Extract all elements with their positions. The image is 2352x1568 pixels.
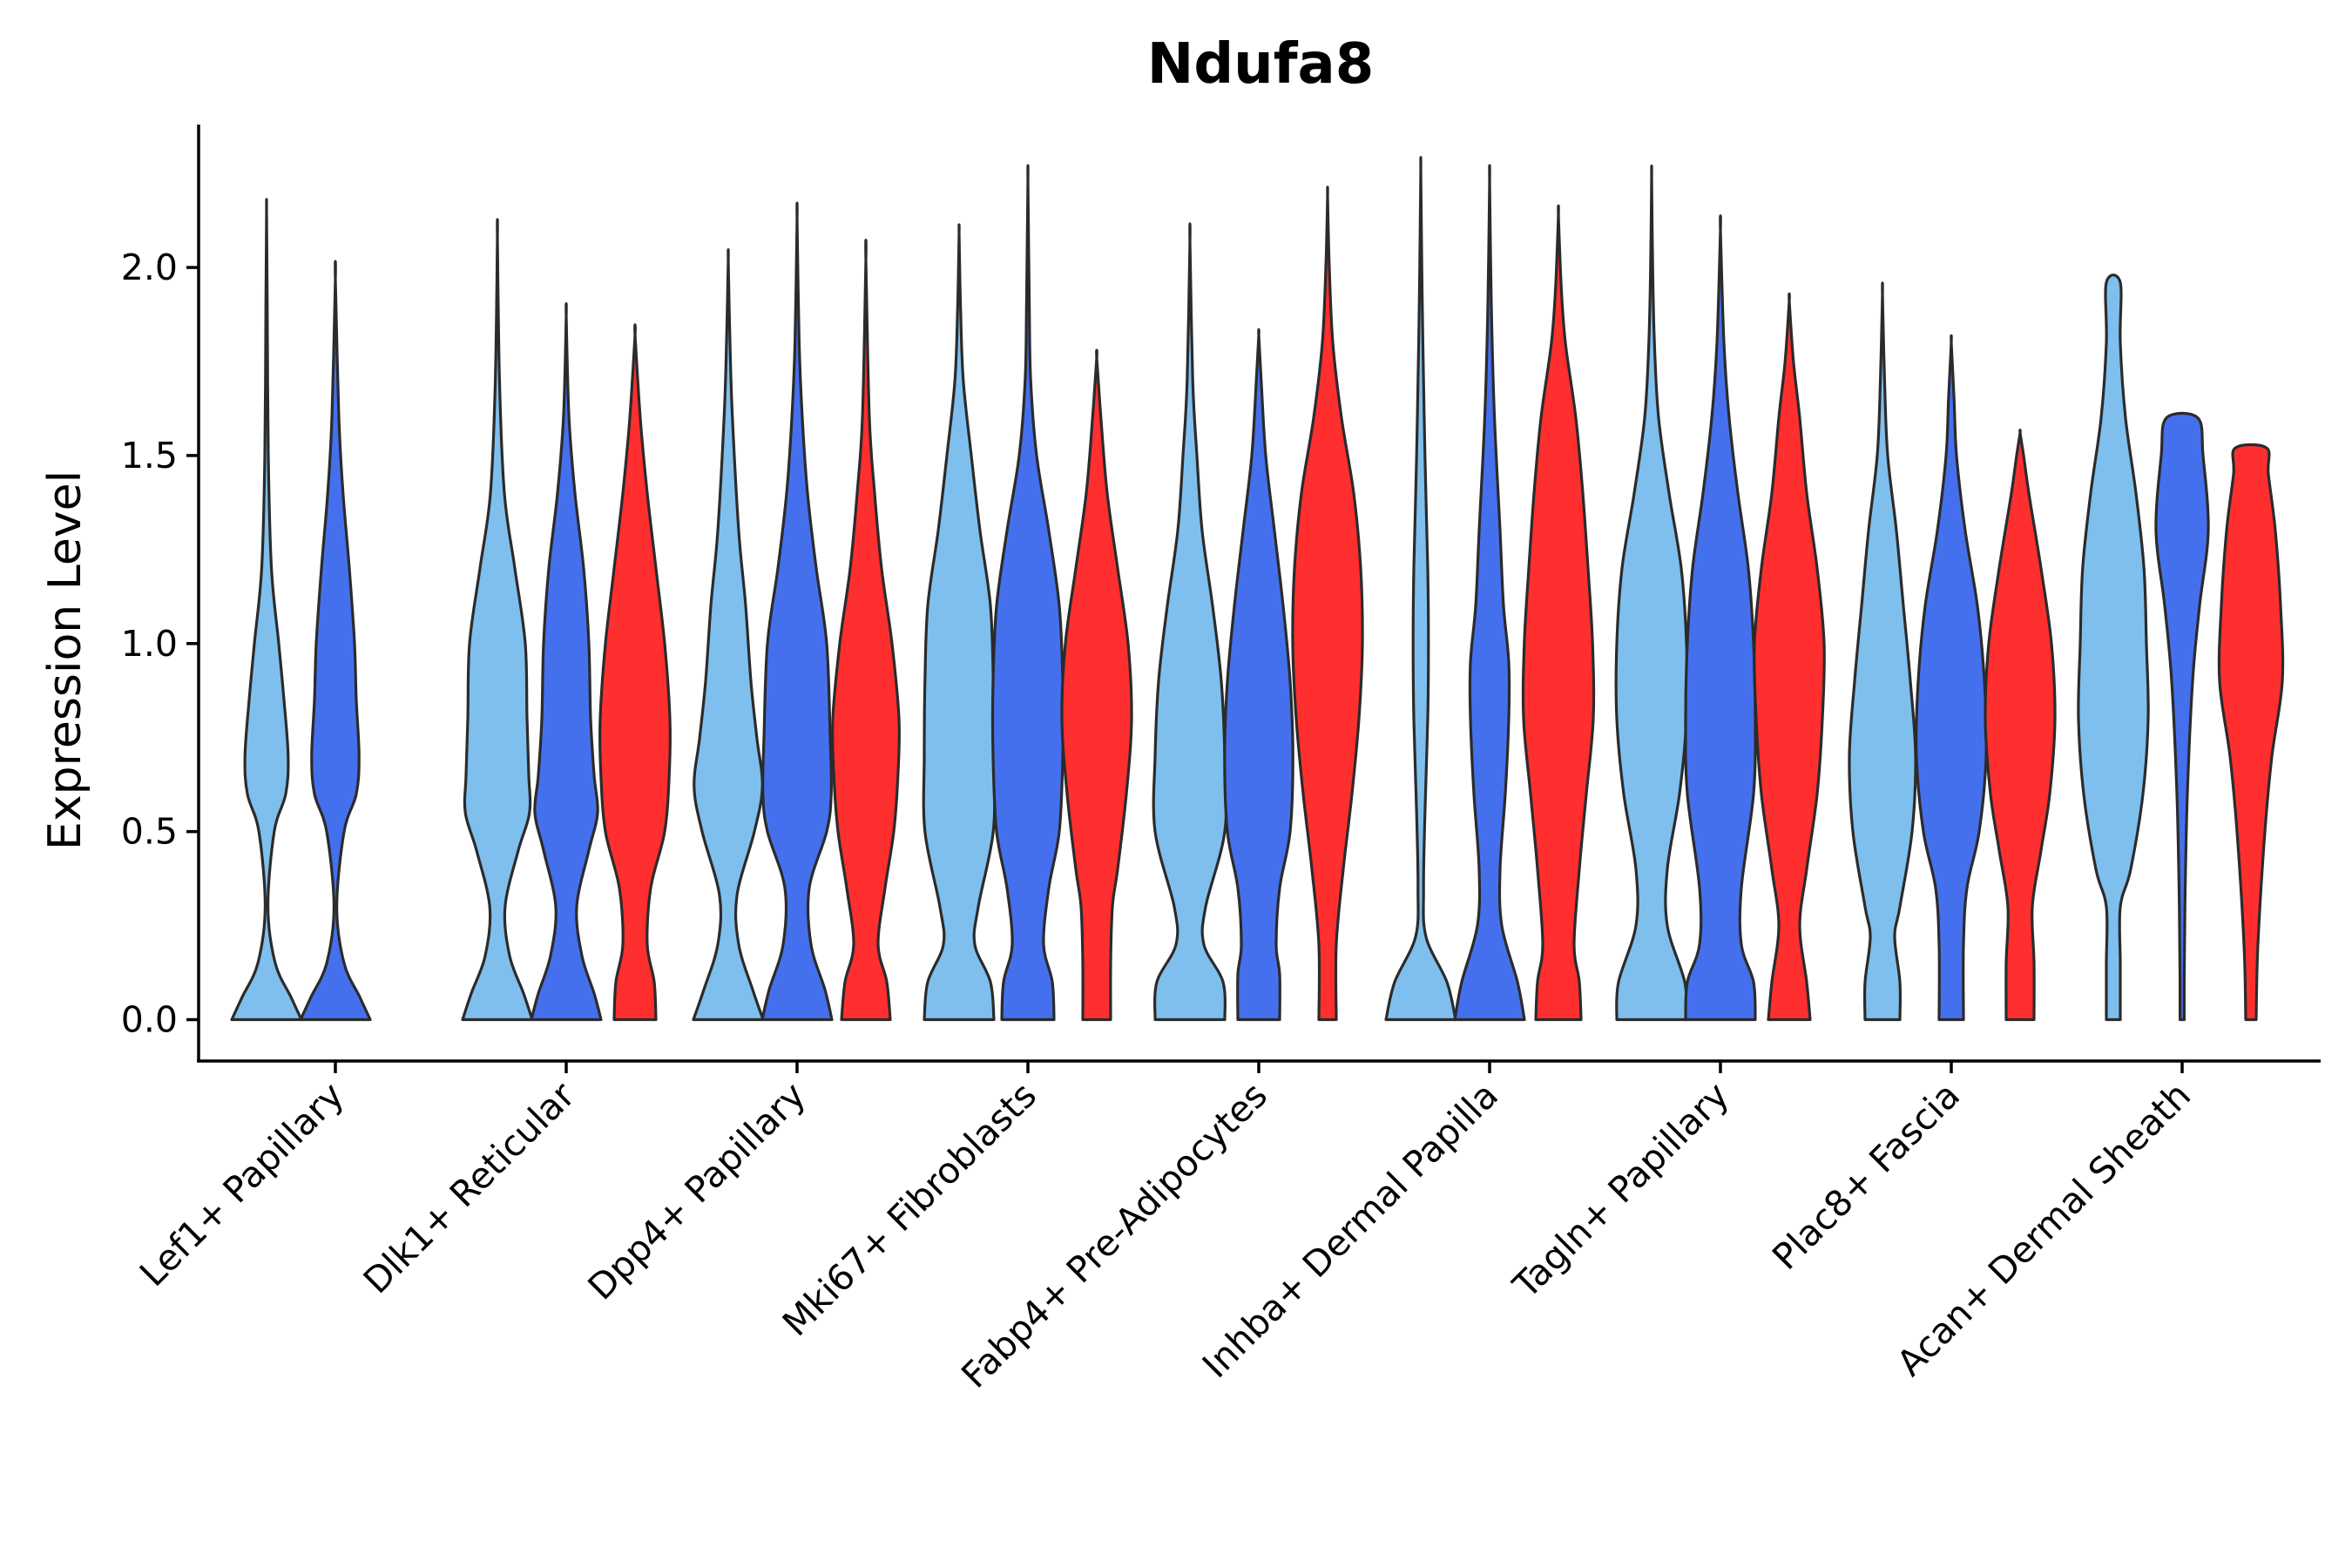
y-axis-label: Expression Level — [39, 470, 91, 850]
violin-fabp4-pre-adipocytes-group-1 — [1152, 222, 1228, 1022]
y-tick-label-3: 1.5 — [121, 435, 178, 476]
violin-dpp4-papillary-group-2 — [760, 201, 834, 1022]
violin-tagln-papillary-group-3 — [1753, 292, 1826, 1022]
violin-fabp4-pre-adipocytes-group-3 — [1291, 186, 1364, 1022]
chart-title: Ndufa8 — [1147, 32, 1375, 97]
violin-dpp4-papillary-group-1 — [692, 247, 765, 1022]
violin-acan-dermal-sheath-group-3 — [2217, 443, 2285, 1022]
violin-plac8-fascia-group-3 — [1984, 429, 2057, 1022]
x-tick-label-plac8-fascia: Plac8+ Fascia — [1764, 1074, 1968, 1278]
y-tick-label-0: 0.0 — [121, 999, 178, 1041]
violin-mki67-fibroblasts-group-1 — [922, 223, 997, 1022]
violin-lef1-papillary-group-2 — [299, 260, 372, 1022]
violin-mki67-fibroblasts-group-3 — [1060, 348, 1133, 1022]
violin-dpp4-papillary-group-3 — [830, 239, 902, 1022]
y-tick-label-4: 2.0 — [121, 247, 178, 288]
violin-tagln-papillary-group-1 — [1614, 164, 1689, 1022]
x-tick-label-dlk1-reticular: Dlk1+ Reticular — [355, 1074, 583, 1301]
violin-acan-dermal-sheath-group-2 — [2154, 411, 2210, 1022]
violin-acan-dermal-sheath-group-1 — [2077, 274, 2150, 1022]
violin-plac8-fascia-group-1 — [1848, 281, 1917, 1022]
violin-inhba-dermal-papilla-group-1 — [1384, 156, 1457, 1022]
violins-layer — [230, 156, 2285, 1022]
violin-lef1-papillary-group-1 — [230, 198, 303, 1022]
violin-dlk1-reticular-group-1 — [461, 218, 534, 1022]
violin-inhba-dermal-papilla-group-2 — [1453, 164, 1526, 1022]
violin-tagln-papillary-group-2 — [1684, 214, 1757, 1022]
x-tick-label-lef1-papillary: Lef1+ Papillary — [132, 1074, 352, 1294]
y-tick-label-1: 0.5 — [121, 811, 178, 853]
x-tick-label-mki67-fibroblasts: Mki67+ Fibroblasts — [774, 1074, 1044, 1344]
violin-plac8-fascia-group-2 — [1915, 334, 1988, 1022]
violin-dlk1-reticular-group-2 — [530, 302, 603, 1022]
violin-mki67-fibroblasts-group-2 — [990, 164, 1065, 1022]
x-tick-label-dpp4-papillary: Dpp4+ Papillary — [580, 1074, 814, 1308]
y-ticks-group: 0.0 0.5 1.0 1.5 2.0 — [121, 247, 199, 1041]
violin-inhba-dermal-papilla-group-3 — [1521, 204, 1596, 1022]
y-tick-label-2: 1.0 — [121, 623, 178, 665]
violin-dlk1-reticular-group-3 — [598, 323, 672, 1022]
x-tick-label-tagln-papillary: Tagln+ Papillary — [1504, 1074, 1737, 1307]
violin-fabp4-pre-adipocytes-group-2 — [1223, 328, 1294, 1022]
